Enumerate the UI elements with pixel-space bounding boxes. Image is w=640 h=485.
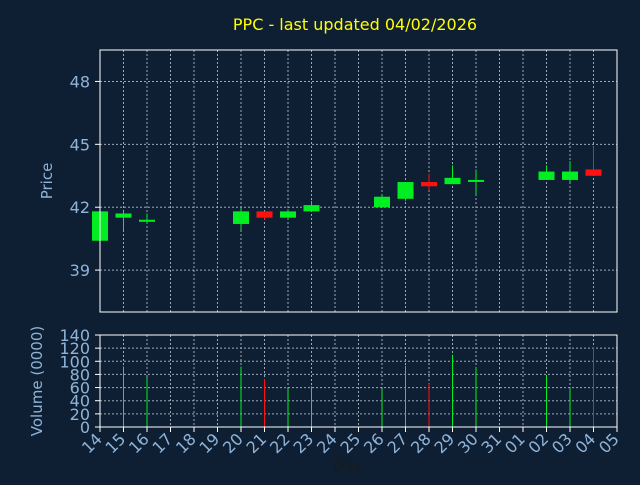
price-tick-label: 45 [70,135,90,154]
candle [233,207,249,231]
candle [139,213,155,224]
candle-body [233,211,249,224]
candle-body [585,169,602,176]
candle [256,211,273,220]
price-tick-label: 42 [70,198,90,217]
candle [115,211,132,231]
chart-title: PPC - last updated 04/02/2026 [233,15,477,34]
candle-body [421,182,437,187]
candle [280,209,296,220]
volume-axis-label: Volume (0000) [28,326,46,436]
price-panel: 39 42 45 48 [70,49,618,313]
candle [374,194,390,208]
volume-tick-label: 80 [70,365,90,384]
candle [303,200,320,212]
price-tick-label: 48 [70,72,90,91]
candle-body [139,219,155,222]
candle [444,165,461,185]
candle-body [444,177,461,185]
x-tick-label: 05 [595,429,623,457]
candle-body [374,196,390,208]
candle-body [538,171,555,180]
volume-tick-label: 0 [80,418,90,437]
candle-body [562,171,578,180]
candle-body [397,182,414,199]
x-axis-ticks: 1415161718192021222324252627282930310102… [78,427,623,457]
candle-body [468,179,484,182]
candle [421,173,437,191]
volume-tick-label: 20 [70,405,90,424]
day-axis-label: Day [333,457,363,475]
volume-tick-label: 120 [59,339,90,358]
candle [468,169,484,195]
candle-body [256,211,273,218]
volume-tick-label: 60 [70,379,90,398]
price-axis-label: Price [38,163,56,200]
candle [562,161,578,183]
volume-tick-label: 40 [70,392,90,411]
price-frame [99,49,618,313]
candle [397,182,414,201]
candle [538,165,555,180]
candle-body [303,205,320,212]
candle-body [115,213,132,218]
candle [585,146,602,176]
volume-tick-label: 100 [59,352,90,371]
candle-body [280,211,296,218]
price-tick-label: 39 [70,261,90,280]
volume-tick-label: 140 [59,326,90,345]
